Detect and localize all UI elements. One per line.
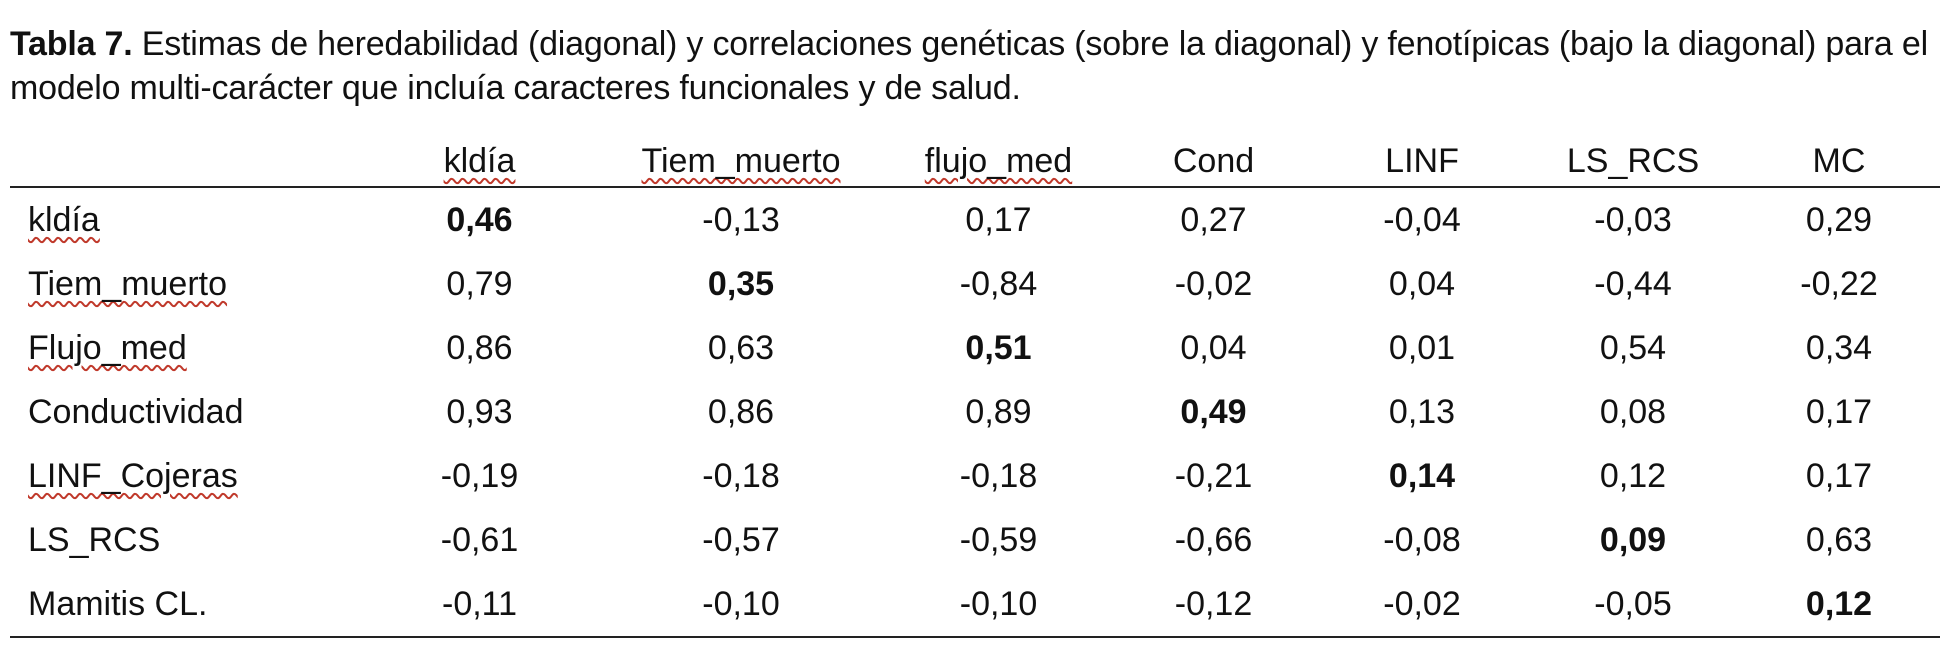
- column-header-label: Tiem_muerto: [641, 141, 841, 180]
- table-cell: 0,49: [1180, 392, 1247, 431]
- column-header-label: MC: [1812, 141, 1866, 180]
- table-cell: -0,08: [1383, 520, 1461, 559]
- header-row: kldía Tiem_muerto flujo_med Cond LINF LS…: [10, 136, 1940, 188]
- table-cell: 0,08: [1599, 392, 1667, 431]
- table-cell: 0,34: [1805, 328, 1873, 367]
- column-header-flujo-med: flujo_med: [886, 136, 1111, 188]
- table-cell: -0,61: [440, 520, 519, 559]
- row-label-text: LS_RCS: [28, 520, 161, 559]
- table-cell: -0,02: [1174, 264, 1253, 303]
- table-cell: 0,14: [1388, 456, 1456, 495]
- column-header-label: LS_RCS: [1566, 141, 1700, 180]
- table-cell: 0,17: [1805, 392, 1873, 431]
- table-cell: -0,44: [1594, 264, 1672, 303]
- table-cell: -0,10: [596, 572, 886, 638]
- table-cell: 0,27: [1180, 200, 1247, 239]
- table-cell: 0,63: [1805, 520, 1873, 559]
- correlation-table: kldía Tiem_muerto flujo_med Cond LINF LS…: [10, 136, 1940, 638]
- row-label-text: Mamitis CL.: [28, 584, 208, 623]
- row-label: Conductividad: [10, 380, 363, 444]
- table-row: kldía 0,46 -0,13 0,17 0,27 -0,04 -0,03 0…: [10, 187, 1940, 252]
- table-cell: 0,12: [1599, 456, 1667, 495]
- column-header-mc: MC: [1738, 136, 1940, 188]
- table-cell: 0,01: [1388, 328, 1456, 367]
- table-cell: -0,84: [959, 264, 1038, 303]
- table-cell: -0,10: [886, 572, 1111, 638]
- column-header-cond: Cond: [1111, 136, 1316, 188]
- table-cell: 0,04: [1180, 328, 1247, 367]
- table-cell: 0,86: [446, 328, 513, 367]
- table-cell: 0,86: [707, 392, 775, 431]
- table-cell: 0,17: [1805, 456, 1873, 495]
- table-cell: -0,66: [1174, 520, 1253, 559]
- table-row: LINF_Cojeras -0,19 -0,18 -0,18 -0,21 0,1…: [10, 444, 1940, 508]
- column-header-kldia: kldía: [363, 136, 596, 188]
- table-cell: 0,29: [1805, 200, 1873, 239]
- column-header-tiem-muerto: Tiem_muerto: [596, 136, 886, 188]
- table-cell: -0,03: [1594, 200, 1672, 239]
- table-cell: 0,79: [446, 264, 513, 303]
- column-header-label: flujo_med: [924, 141, 1073, 180]
- table-caption: Tabla 7. Estimas de heredabilidad (diago…: [10, 22, 1940, 110]
- table-cell: -0,19: [440, 456, 519, 495]
- table-cell: 0,46: [446, 200, 513, 239]
- row-label-text: LINF_Cojeras: [28, 456, 238, 495]
- table-row: Tiem_muerto 0,79 0,35 -0,84 -0,02 0,04 -…: [10, 252, 1940, 316]
- column-header-label: Cond: [1172, 141, 1255, 180]
- table-cell: 0,54: [1599, 328, 1667, 367]
- row-label: LINF_Cojeras: [10, 444, 363, 508]
- table-cell: -0,05: [1528, 572, 1738, 638]
- table-cell: -0,13: [702, 200, 780, 239]
- column-header-linf: LINF: [1316, 136, 1528, 188]
- table-cell: 0,63: [707, 328, 775, 367]
- table-cell: 0,09: [1599, 520, 1667, 559]
- row-label: kldía: [10, 187, 363, 252]
- table-cell: -0,12: [1111, 572, 1316, 638]
- table-row: Flujo_med 0,86 0,63 0,51 0,04 0,01 0,54 …: [10, 316, 1940, 380]
- table-container: kldía Tiem_muerto flujo_med Cond LINF LS…: [10, 136, 1940, 638]
- row-label-text: kldía: [28, 200, 100, 239]
- table-cell: -0,21: [1174, 456, 1253, 495]
- caption-text: Estimas de heredabilidad (diagonal) y co…: [10, 25, 1928, 107]
- row-label: Flujo_med: [10, 316, 363, 380]
- row-label-text: Tiem_muerto: [28, 264, 228, 303]
- table-cell: -0,22: [1800, 264, 1878, 303]
- table-row: Conductividad 0,93 0,86 0,89 0,49 0,13 0…: [10, 380, 1940, 444]
- corner-cell: [10, 136, 363, 188]
- table-cell: 0,93: [446, 392, 513, 431]
- table-cell: -0,57: [702, 520, 780, 559]
- table-cell: -0,02: [1316, 572, 1528, 638]
- row-label: LS_RCS: [10, 508, 363, 572]
- table-cell: -0,04: [1383, 200, 1461, 239]
- table-cell: 0,12: [1738, 572, 1940, 638]
- row-label-text: Flujo_med: [28, 328, 187, 367]
- table-cell: -0,59: [959, 520, 1038, 559]
- column-header-label: kldía: [443, 141, 516, 180]
- table-cell: 0,13: [1388, 392, 1456, 431]
- table-cell: 0,51: [965, 328, 1032, 367]
- column-header-ls-rcs: LS_RCS: [1528, 136, 1738, 188]
- table-cell: 0,35: [707, 264, 775, 303]
- table-row: Mamitis CL. -0,11 -0,10 -0,10 -0,12 -0,0…: [10, 572, 1940, 638]
- row-label-text: Conductividad: [28, 392, 244, 431]
- table-cell: -0,18: [702, 456, 780, 495]
- table-cell: -0,18: [959, 456, 1038, 495]
- table-row: LS_RCS -0,61 -0,57 -0,59 -0,66 -0,08 0,0…: [10, 508, 1940, 572]
- row-label: Tiem_muerto: [10, 252, 363, 316]
- table-cell: -0,11: [363, 572, 596, 638]
- table-cell: 0,89: [965, 392, 1032, 431]
- row-label: Mamitis CL.: [10, 572, 363, 638]
- table-cell: 0,17: [965, 200, 1032, 239]
- column-header-label: LINF: [1385, 141, 1459, 180]
- table-cell: 0,04: [1388, 264, 1456, 303]
- caption-title: Tabla 7.: [10, 25, 133, 63]
